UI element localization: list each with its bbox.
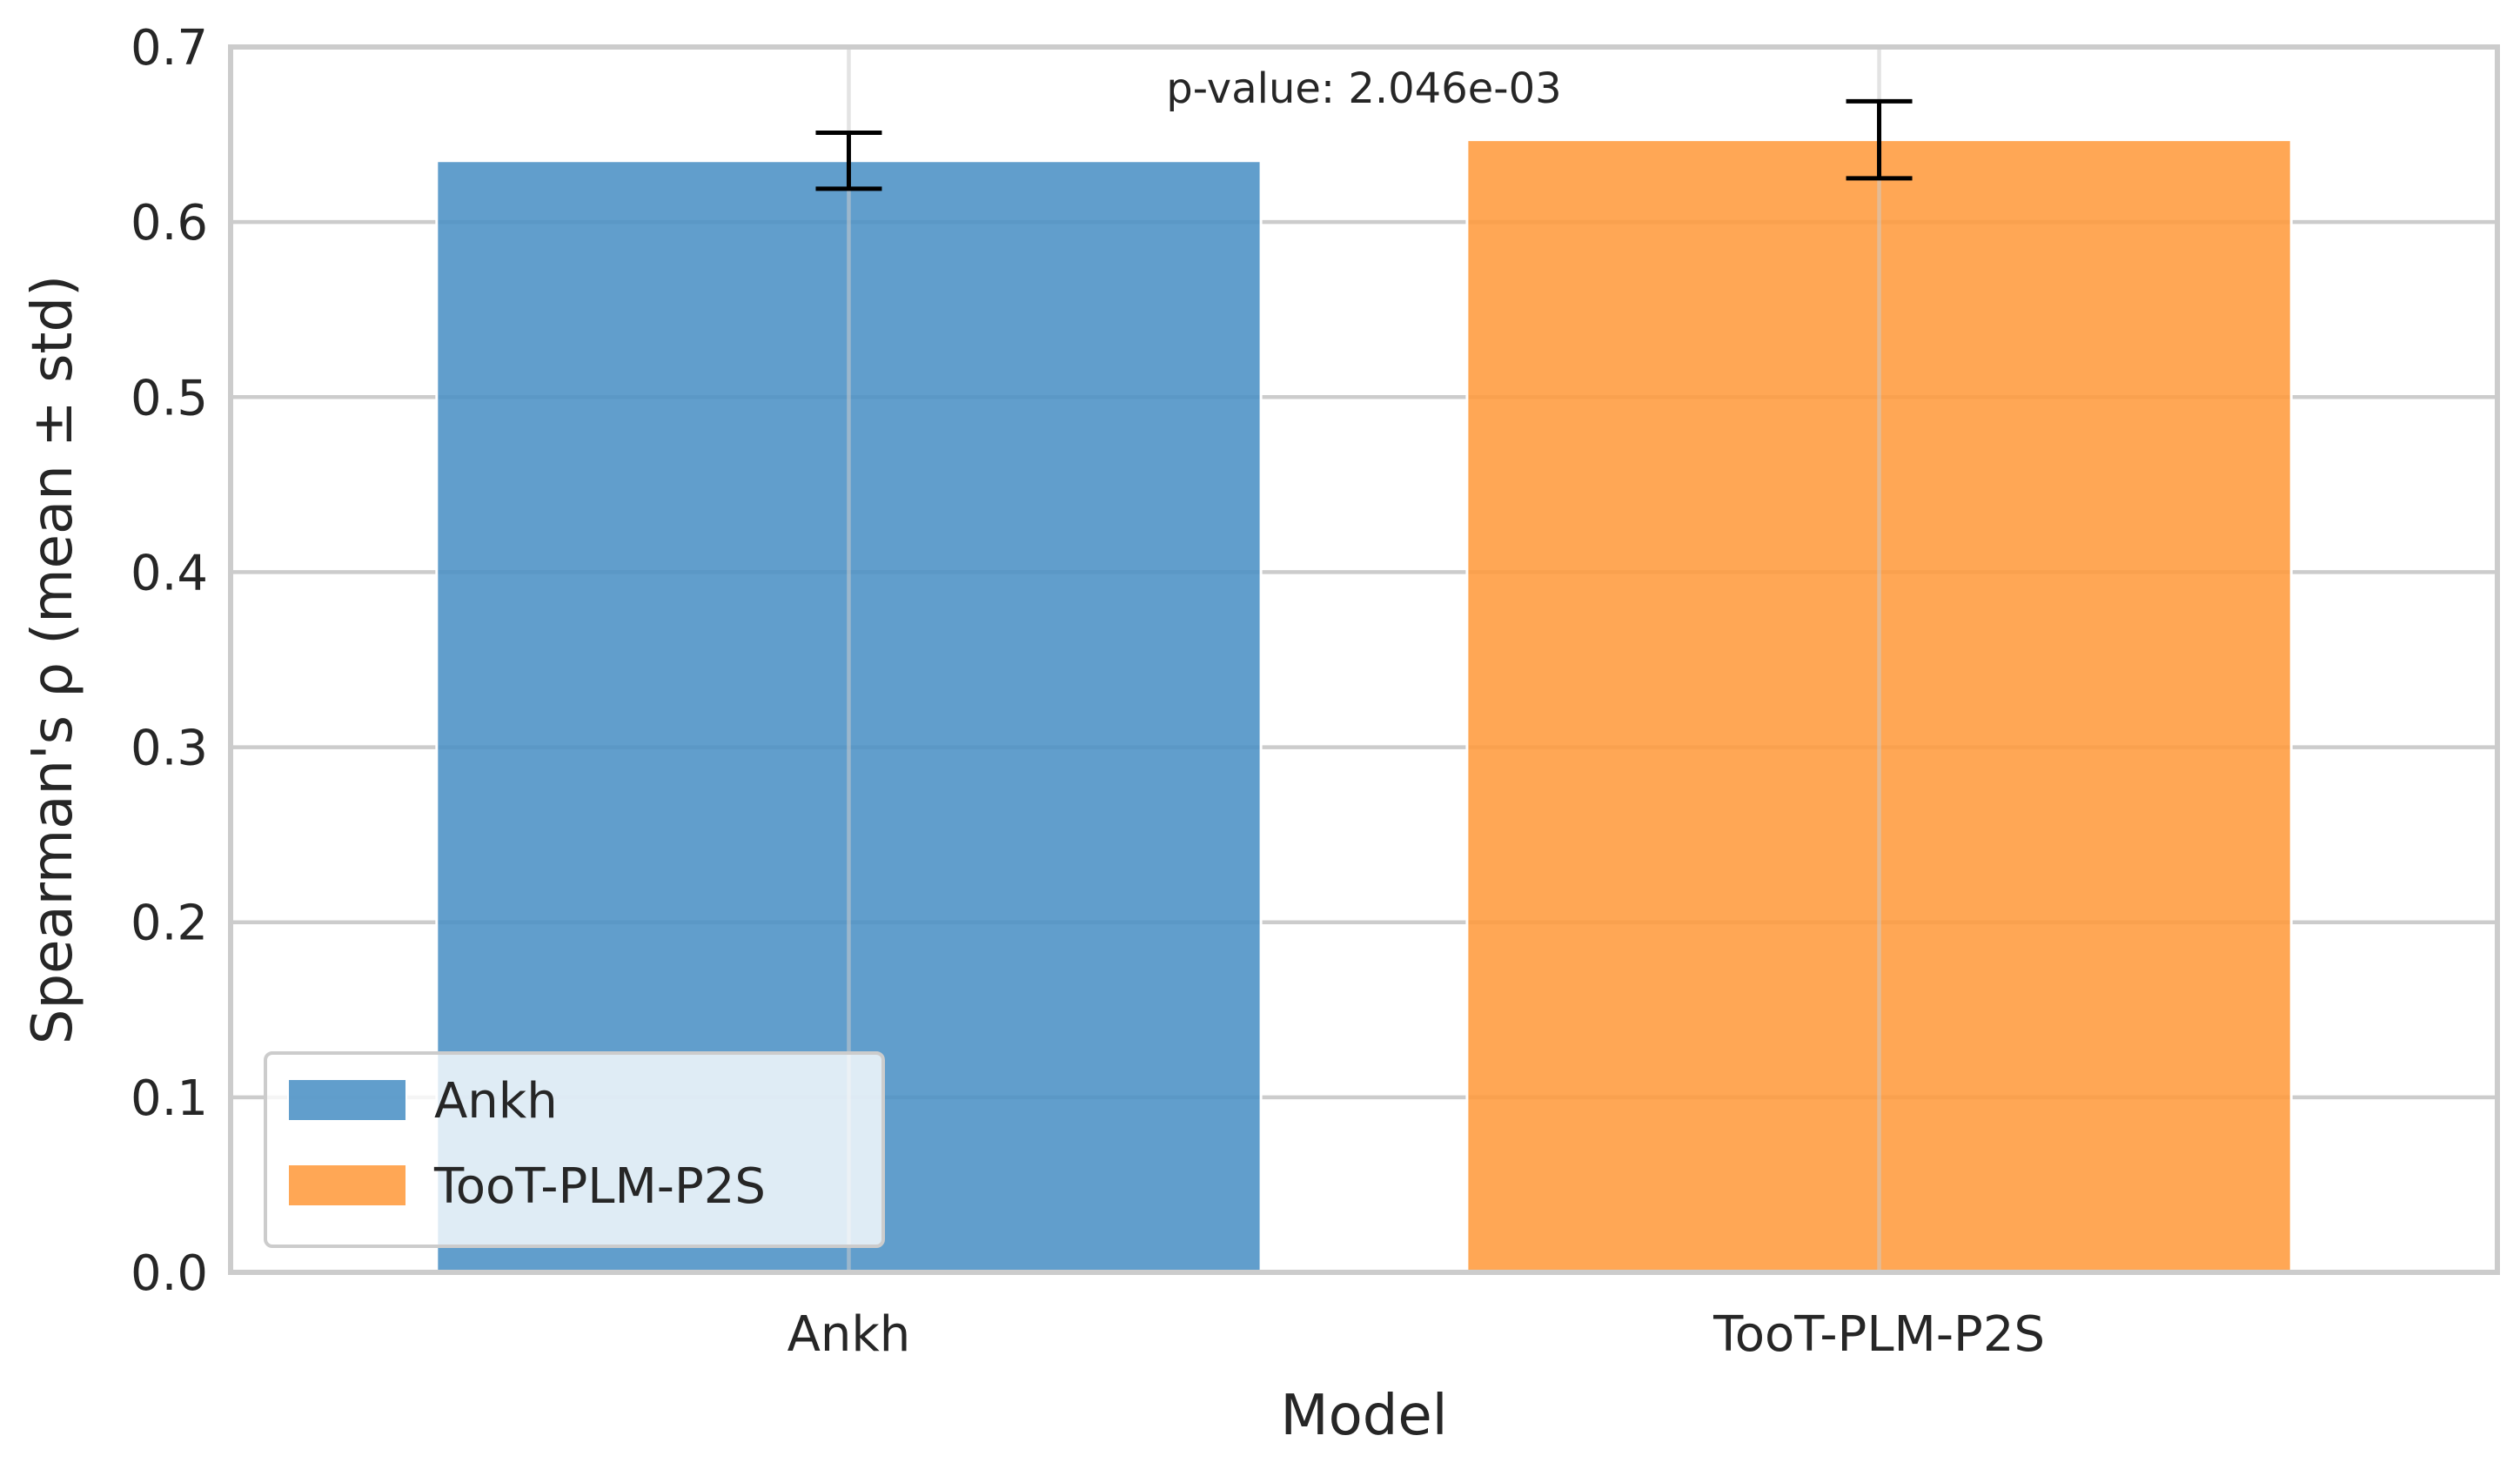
p-value-annotation: p-value: 2.046e-03 [1166,64,1561,113]
legend: Ankh TooT-PLM-P2S [264,1051,885,1248]
x-tick-label: Ankh [788,1306,911,1363]
y-tick-labels: 0.0 0.1 0.2 0.3 0.4 0.5 0.6 0.7 [131,20,208,1302]
x-axis-title: Model [1280,1384,1447,1448]
legend-swatch [287,1164,407,1207]
legend-swatch [287,1078,407,1122]
y-tick-label: 0.5 [131,370,208,426]
x-tick-label: TooT-PLM-P2S [1712,1306,2045,1363]
legend-entries: Ankh TooT-PLM-P2S [287,1073,766,1215]
error-bars [815,98,1913,191]
y-tick-label: 0.6 [131,195,208,252]
legend-label: Ankh [434,1073,558,1130]
y-tick-label: 0.4 [131,545,208,601]
y-tick-label: 0.7 [131,20,208,77]
y-tick-label: 0.2 [131,896,208,952]
y-axis-title: Spearman's ρ (mean ± std) [21,275,85,1044]
legend-label: TooT-PLM-P2S [433,1158,766,1215]
legend-box [264,1051,885,1248]
y-tick-label: 0.0 [131,1245,208,1302]
x-tick-labels: Ankh TooT-PLM-P2S [788,1306,2045,1363]
y-tick-label: 0.3 [131,721,208,777]
y-tick-label: 0.1 [131,1070,208,1127]
axes-frame [228,44,2500,1275]
